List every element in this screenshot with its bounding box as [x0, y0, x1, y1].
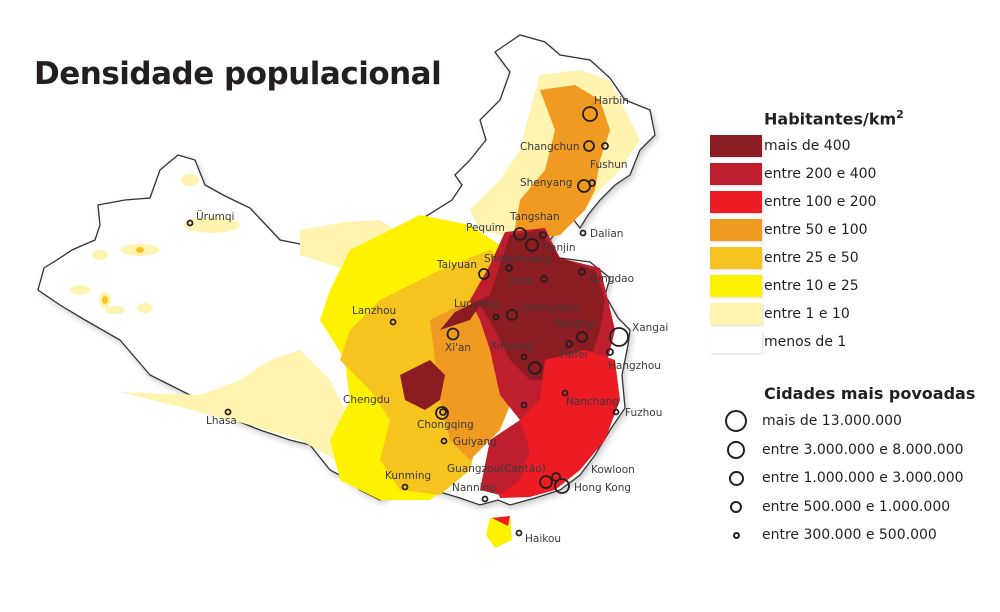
city-ring-icon — [727, 440, 745, 459]
svg-text:Zhengzhou: Zhengzhou — [520, 302, 579, 314]
city-size-legend-item: entre 1.000.000 e 3.000.000 — [710, 464, 975, 493]
svg-text:Xangai: Xangai — [632, 322, 668, 334]
svg-text:Shijiazhuang: Shijiazhuang — [484, 253, 551, 265]
city-size-legend-item: entre 300.000 e 500.000 — [710, 521, 975, 550]
color-swatch — [710, 303, 762, 326]
density-legend-item: mais de 400 — [710, 132, 904, 160]
color-swatch — [710, 163, 762, 186]
svg-text:Hong Kong: Hong Kong — [574, 482, 631, 494]
svg-text:Tangshan: Tangshan — [509, 211, 560, 223]
svg-text:Hangzhou: Hangzhou — [608, 360, 661, 372]
density-legend-label: entre 100 e 200 — [764, 194, 877, 211]
density-layers — [70, 70, 640, 548]
color-swatch — [710, 331, 762, 354]
cities-legend-title: Cidades mais povoadas — [764, 384, 976, 403]
color-swatch — [710, 135, 762, 158]
svg-text:Fuzhou: Fuzhou — [625, 407, 662, 419]
svg-text:Changchun: Changchun — [520, 141, 579, 153]
svg-text:Dalian: Dalian — [590, 228, 623, 240]
density-legend-item: entre 25 e 50 — [710, 244, 904, 272]
density-legend-label: menos de 1 — [764, 334, 847, 351]
svg-text:Chongqing: Chongqing — [417, 419, 474, 431]
svg-text:Nanning: Nanning — [452, 482, 496, 494]
color-swatch — [710, 275, 762, 298]
density-legend-item: entre 1 e 10 — [710, 300, 904, 328]
density-legend-label: entre 200 e 400 — [764, 166, 877, 183]
color-swatch — [710, 219, 762, 242]
svg-text:Jinan: Jinan — [507, 275, 534, 287]
density-legend-item: entre 50 e 100 — [710, 216, 904, 244]
svg-text:Harbin: Harbin — [594, 95, 629, 107]
density-legend-item: menos de 1 — [710, 328, 904, 356]
map-title: Densidade populacional — [34, 56, 442, 92]
city-size-legend-item: mais de 13.000.000 — [710, 407, 975, 436]
density-legend-label: entre 25 e 50 — [764, 250, 859, 267]
density-legend-label: entre 10 e 25 — [764, 278, 859, 295]
svg-text:Nanchang: Nanchang — [566, 396, 619, 408]
svg-text:Nanjing: Nanjing — [554, 318, 594, 330]
density-legend-item: entre 200 e 400 — [710, 160, 904, 188]
svg-text:Hefei: Hefei — [560, 349, 587, 361]
svg-text:Xi'an: Xi'an — [445, 342, 471, 354]
color-swatch — [710, 191, 762, 214]
city-labels: Harbin Changchun Fushun Shenyang Dalian … — [196, 95, 668, 545]
svg-text:Pequim: Pequim — [466, 222, 505, 234]
city-size-legend-label: mais de 13.000.000 — [762, 413, 902, 430]
city-ring-icon — [728, 470, 744, 486]
svg-text:Shenyang: Shenyang — [520, 177, 572, 189]
city-size-legend-label: entre 500.000 e 1.000.000 — [762, 498, 951, 515]
svg-text:Kowloon: Kowloon — [591, 464, 635, 476]
svg-text:Xinyang: Xinyang — [490, 340, 533, 352]
density-legend-label: mais de 400 — [764, 138, 851, 155]
city-ring-icon — [732, 531, 740, 539]
city-ring-icon — [730, 500, 742, 513]
cities-legend: Cidades mais povoadas mais de 13.000.000… — [710, 384, 975, 550]
city-markers — [186, 106, 629, 537]
svg-text:Lanzhou: Lanzhou — [352, 305, 396, 317]
svg-text:Guiyang: Guiyang — [453, 436, 497, 448]
svg-text:Guangzou(Cantão): Guangzou(Cantão) — [447, 463, 546, 475]
city-size-legend-item: entre 3.000.000 e 8.000.000 — [710, 436, 975, 465]
density-legend: Habitantes/km2 mais de 400 entre 200 e 40… — [710, 108, 904, 356]
city-size-legend-label: entre 3.000.000 e 8.000.000 — [762, 441, 964, 458]
city-size-legend-label: entre 300.000 e 500.000 — [762, 527, 937, 544]
svg-text:Haikou: Haikou — [525, 533, 561, 545]
svg-text:Fushun: Fushun — [590, 159, 628, 171]
city-size-legend-item: entre 500.000 e 1.000.000 — [710, 493, 975, 522]
svg-text:Chengdu: Chengdu — [343, 394, 390, 406]
color-swatch — [710, 247, 762, 270]
density-legend-item: entre 10 e 25 — [710, 272, 904, 300]
density-legend-label: entre 1 e 10 — [764, 306, 850, 323]
svg-text:Lhasa: Lhasa — [206, 415, 237, 427]
svg-text:Tianjin: Tianjin — [540, 242, 576, 254]
svg-text:Ürumqi: Ürumqi — [196, 210, 234, 223]
svg-text:Taiyuan: Taiyuan — [436, 259, 477, 271]
city-ring-icon — [725, 410, 747, 433]
density-legend-title: Habitantes/km2 — [764, 108, 904, 129]
density-legend-item: entre 100 e 200 — [710, 188, 904, 216]
city-size-legend-label: entre 1.000.000 e 3.000.000 — [762, 470, 964, 487]
svg-text:Luoyang: Luoyang — [454, 298, 499, 310]
density-legend-label: entre 50 e 100 — [764, 222, 868, 239]
svg-text:Kunming: Kunming — [385, 470, 431, 482]
svg-text:Qingdao: Qingdao — [590, 273, 634, 285]
